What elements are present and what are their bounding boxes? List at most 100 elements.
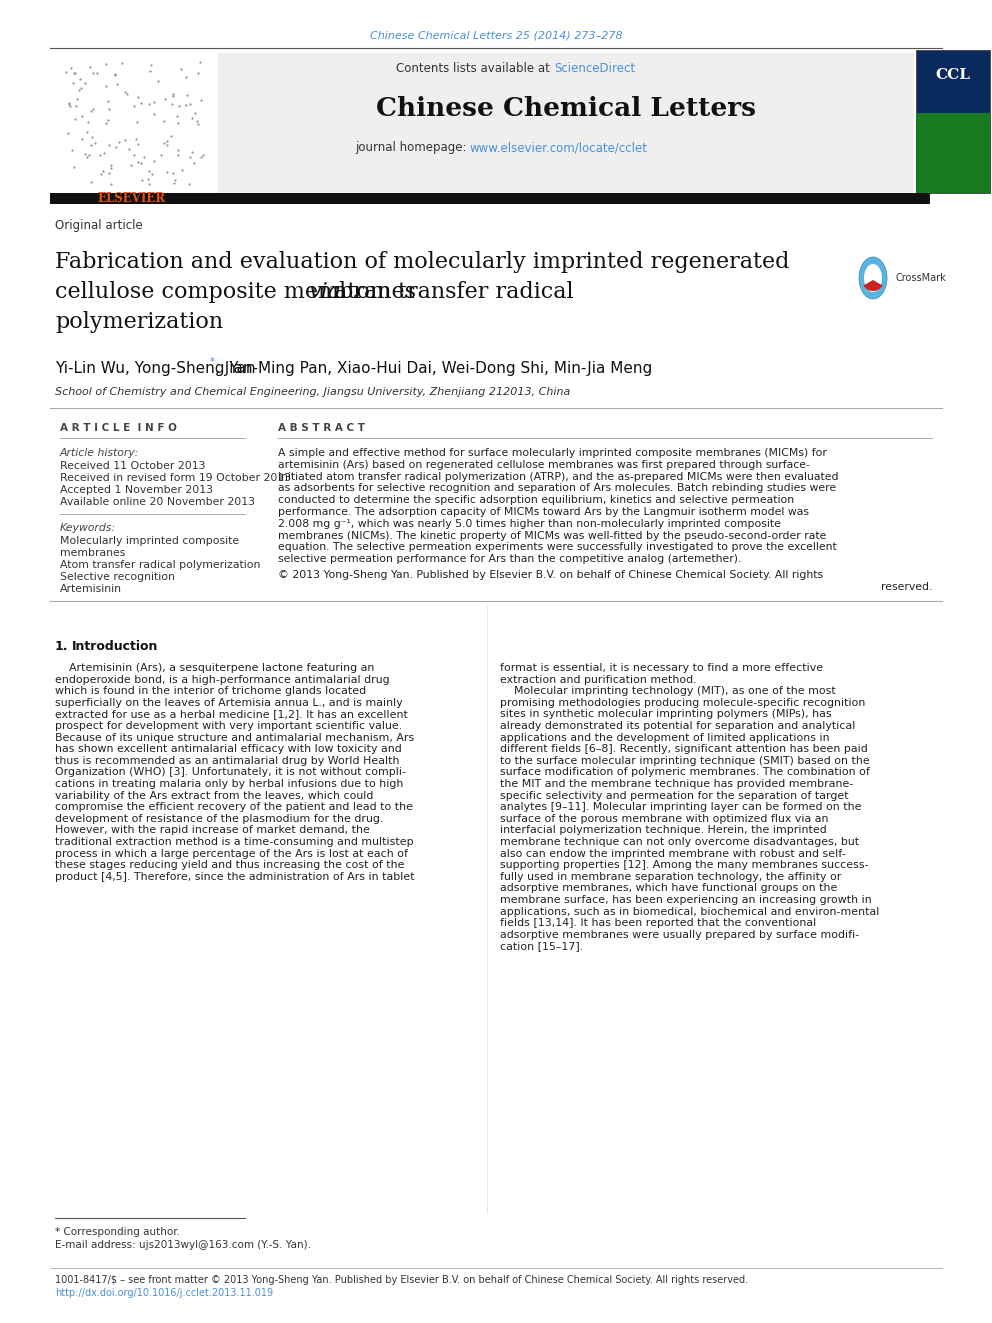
Point (67, 62, 83, 83)
Text: extraction and purification method.: extraction and purification method. (500, 675, 696, 684)
Point (85, 98, 101, 119)
Wedge shape (863, 280, 883, 291)
Text: Original article: Original article (55, 220, 143, 233)
Point (62, 95, 77, 116)
Text: fully used in membrane separation technology, the affinity or: fully used in membrane separation techno… (500, 872, 841, 882)
Text: via: via (309, 280, 341, 303)
Text: product [4,5]. Therefore, since the administration of Ars in tablet: product [4,5]. Therefore, since the admi… (55, 872, 415, 882)
Point (182, 173, 197, 194)
Point (190, 62, 206, 83)
Point (107, 65, 123, 86)
Point (73, 77, 89, 98)
Point (82, 57, 98, 78)
Point (76, 143, 92, 164)
Point (192, 90, 208, 111)
Text: A simple and effective method for surface molecularly imprinted composite membra: A simple and effective method for surfac… (278, 448, 827, 458)
Bar (916, 112, 990, 193)
Point (117, 128, 133, 149)
Text: Artemisinin: Artemisinin (60, 583, 122, 594)
Text: Molecular imprinting technology (MIT), as one of the most: Molecular imprinting technology (MIT), a… (500, 687, 835, 696)
Point (101, 163, 117, 184)
Text: Chinese Chemical Letters 25 (2014) 273–278: Chinese Chemical Letters 25 (2014) 273–2… (370, 30, 622, 40)
Point (170, 105, 186, 126)
Text: polymerization: polymerization (55, 311, 223, 333)
Text: membrane surface, has been experiencing an increasing growth in: membrane surface, has been experiencing … (500, 894, 872, 905)
Point (166, 163, 182, 184)
Text: fields [13,14]. It has been reported that the conventional: fields [13,14]. It has been reported tha… (500, 918, 816, 929)
Point (99, 110, 115, 131)
Point (174, 160, 189, 181)
Point (144, 164, 160, 185)
Point (185, 142, 200, 163)
Text: which is found in the interior of trichome glands located: which is found in the interior of tricho… (55, 687, 366, 696)
Point (102, 157, 118, 179)
Text: Fabrication and evaluation of molecularly imprinted regenerated: Fabrication and evaluation of molecularl… (55, 251, 790, 273)
Point (102, 173, 118, 194)
Text: adsorptive membranes, which have functional groups on the: adsorptive membranes, which have functio… (500, 884, 837, 893)
Text: Chinese Chemical Letters: Chinese Chemical Letters (376, 95, 756, 120)
Text: cation [15–17].: cation [15–17]. (500, 942, 583, 951)
Text: specific selectivity and permeation for the separation of target: specific selectivity and permeation for … (500, 791, 848, 800)
Text: E-mail address: ujs2013wyl@163.com (Y.-S. Yan).: E-mail address: ujs2013wyl@163.com (Y.-S… (55, 1240, 311, 1250)
Point (76, 73, 92, 94)
Point (114, 53, 130, 74)
Text: journal homepage:: journal homepage: (355, 142, 470, 155)
Point (178, 94, 193, 115)
Text: the MIT and the membrane technique has provided membrane-: the MIT and the membrane technique has p… (500, 779, 853, 789)
Text: promising methodologies producing molecule-specific recognition: promising methodologies producing molecu… (500, 697, 865, 708)
Text: 2.008 mg g⁻¹, which was nearly 5.0 times higher than non-molecularly imprinted c: 2.008 mg g⁻¹, which was nearly 5.0 times… (278, 519, 781, 529)
Text: © 2013 Yong-Sheng Yan. Published by Elsevier B.V. on behalf of Chinese Chemical : © 2013 Yong-Sheng Yan. Published by Else… (278, 570, 823, 579)
Text: format is essential, it is necessary to find a more effective: format is essential, it is necessary to … (500, 663, 823, 673)
Text: has shown excellent antimalarial efficacy with low toxicity and: has shown excellent antimalarial efficac… (55, 745, 402, 754)
Point (79, 120, 95, 142)
Text: However, with the rapid increase of market demand, the: However, with the rapid increase of mark… (55, 826, 370, 835)
Bar (50, 50, 215, 193)
Point (86, 132, 102, 153)
Point (85, 62, 101, 83)
Point (159, 161, 175, 183)
Text: Atom transfer radical polymerization: Atom transfer radical polymerization (60, 560, 260, 570)
Point (96, 142, 112, 163)
Text: CrossMark: CrossMark (895, 273, 945, 283)
Point (89, 64, 105, 85)
Text: endoperoxide bond, is a high-performance antimalarial drug: endoperoxide bond, is a high-performance… (55, 675, 390, 684)
Point (143, 54, 159, 75)
Point (170, 139, 186, 160)
Point (100, 99, 116, 120)
Text: Because of its unique structure and antimalarial mechanism, Ars: Because of its unique structure and anti… (55, 733, 415, 742)
Point (101, 135, 117, 156)
Point (69, 89, 85, 110)
Point (109, 74, 125, 95)
Point (83, 101, 99, 122)
Point (163, 126, 179, 147)
Point (98, 53, 114, 74)
Point (147, 91, 163, 112)
Point (123, 155, 139, 176)
Point (73, 106, 89, 127)
Point (130, 134, 146, 155)
Point (62, 93, 77, 114)
Point (179, 67, 194, 89)
Text: equation. The selective permeation experiments were successfully investigated to: equation. The selective permeation exper… (278, 542, 836, 553)
Point (97, 75, 113, 97)
Point (133, 152, 149, 173)
Point (67, 108, 83, 130)
Point (129, 111, 145, 132)
Point (141, 94, 157, 115)
Point (117, 81, 133, 102)
Point (141, 160, 157, 181)
Point (79, 146, 95, 167)
Text: , Jian-Ming Pan, Xiao-Hui Dai, Wei-Dong Shi, Min-Jia Meng: , Jian-Ming Pan, Xiao-Hui Dai, Wei-Dong … (214, 360, 652, 376)
Text: A B S T R A C T: A B S T R A C T (278, 423, 365, 433)
Point (166, 172, 182, 193)
Point (111, 132, 127, 153)
Text: reserved.: reserved. (881, 582, 932, 591)
Point (133, 91, 149, 112)
Point (180, 85, 195, 106)
Point (126, 95, 142, 116)
Text: traditional extraction method is a time-consuming and multistep: traditional extraction method is a time-… (55, 837, 414, 847)
Point (63, 57, 79, 78)
Text: Keywords:: Keywords: (60, 523, 116, 533)
Point (171, 112, 186, 134)
Point (98, 112, 114, 134)
